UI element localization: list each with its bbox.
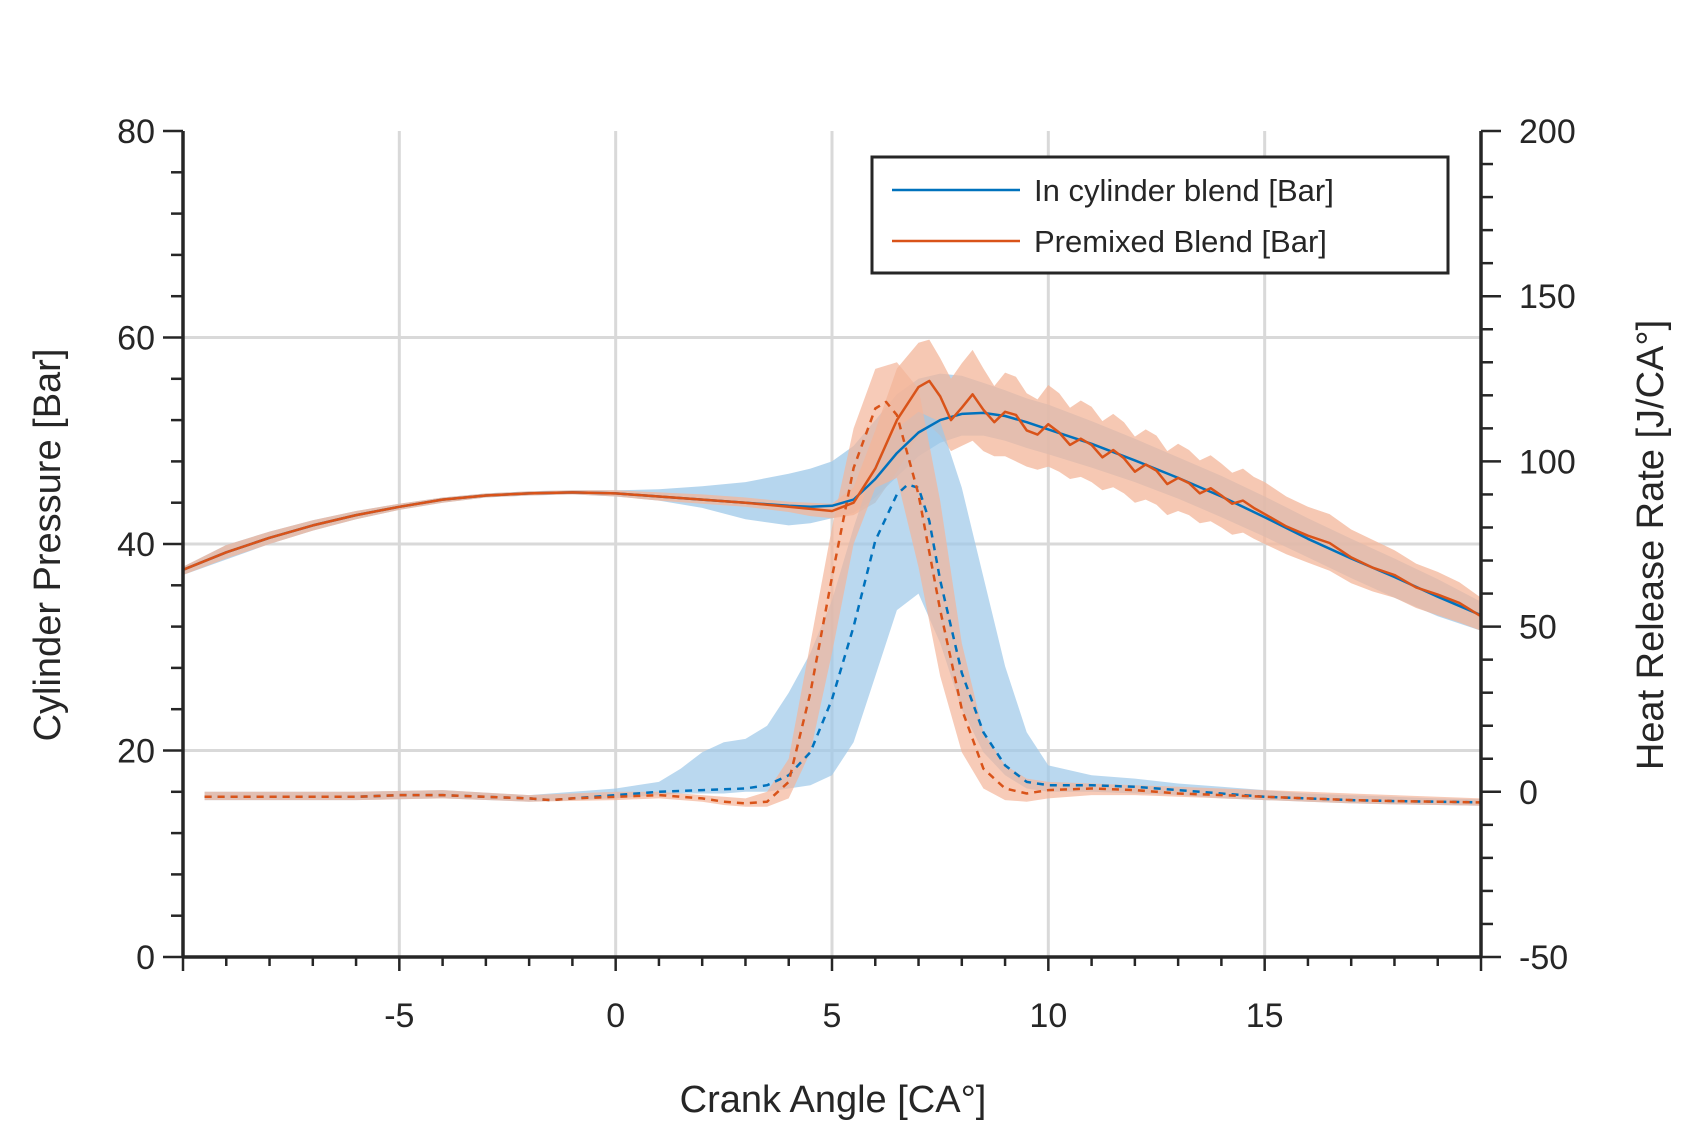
hrr-band-1	[204, 362, 1482, 807]
y-axis-right-title: Heat Release Rate [J/CA°]	[1630, 320, 1672, 770]
labels-layer: Crank Angle [CA°] Cylinder Pressure [Bar…	[27, 320, 1672, 1121]
y-right-tick-label: 200	[1519, 113, 1576, 151]
y-left-tick-label: 60	[117, 320, 155, 358]
y-axis-left-title: Cylinder Pressure [Bar]	[27, 349, 69, 742]
pressure-band-1	[183, 339, 1481, 631]
y-right-tick-label: 100	[1519, 443, 1576, 481]
legend-label-in-cylinder: In cylinder blend [Bar]	[1034, 173, 1334, 208]
pressure-line-1	[182, 379, 1482, 618]
x-tick-label: 10	[1029, 997, 1067, 1035]
x-tick-label: 0	[606, 997, 625, 1035]
line-layer	[182, 379, 1482, 805]
legend-box	[870, 155, 1450, 275]
x-tick-label: -5	[384, 997, 414, 1035]
y-right-tick-label: -50	[1519, 939, 1568, 977]
hrr-line-3	[204, 400, 1482, 805]
y-right-tick-label: 50	[1519, 609, 1557, 647]
x-axis-title: Crank Angle [CA°]	[680, 1079, 987, 1121]
x-tick-label: 5	[823, 997, 842, 1035]
band-layer	[183, 339, 1482, 807]
y-left-tick-label: 80	[117, 113, 155, 151]
y-right-tick-label: 150	[1519, 278, 1576, 316]
legend-label-premixed: Premixed Blend [Bar]	[1034, 224, 1327, 259]
y-left-tick-label: 20	[117, 733, 155, 771]
legend: In cylinder blend [Bar] Premixed Blend […	[870, 155, 1450, 275]
y-right-tick-label: 0	[1519, 774, 1538, 812]
x-tick-label: 15	[1246, 997, 1284, 1035]
y-left-tick-label: 0	[136, 939, 155, 977]
hrr-band-0	[204, 411, 1482, 806]
y-left-tick-label: 40	[117, 526, 155, 564]
pressure-band-0	[183, 373, 1481, 631]
